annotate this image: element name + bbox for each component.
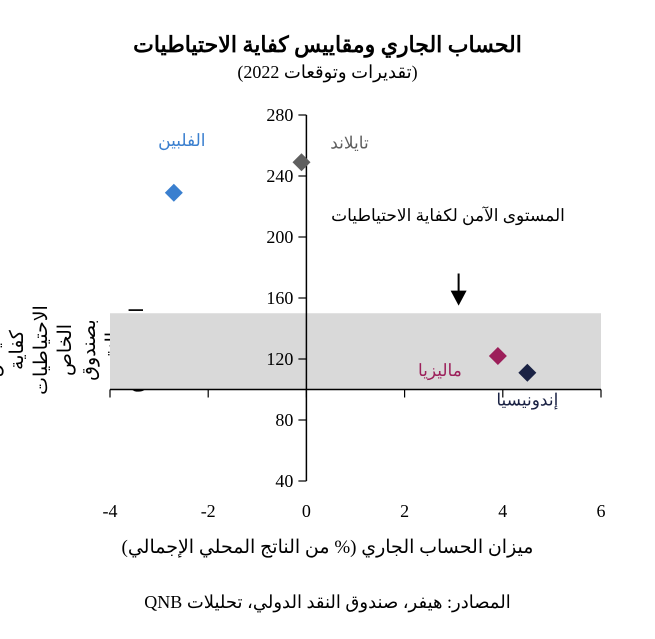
- x-tick-label: 0: [302, 501, 311, 521]
- data-point: [164, 183, 183, 202]
- x-axis-label: ميزان الحساب الجاري (% من الناتج المحلي …: [121, 537, 534, 558]
- data-point-label: الفلبين: [158, 131, 205, 151]
- x-tick-label: -2: [201, 501, 216, 521]
- safe-level-band: [110, 313, 601, 390]
- source-note: المصادر: هيفر، صندوق النقد الدولي، تحليل…: [144, 592, 511, 612]
- y-tick-label: 80: [275, 410, 293, 430]
- chart-subtitle: (تقديرات وتوقعات 2022): [237, 62, 418, 82]
- data-point: [488, 346, 507, 365]
- data-point-label: إندونيسيا: [496, 391, 558, 411]
- annotation-arrow-head: [450, 290, 467, 306]
- data-point: [292, 153, 311, 172]
- safe-level-annotation: المستوى الآمن لكفاية الاحتياطيات: [331, 206, 565, 226]
- data-point: [518, 363, 537, 382]
- data-point-label: ماليزيا: [418, 361, 462, 381]
- x-tick-label: -4: [103, 501, 118, 521]
- x-tick-label: 6: [597, 501, 606, 521]
- y-tick-label: 40: [275, 471, 293, 491]
- y-tick-label: 160: [266, 288, 293, 308]
- y-tick-label: 280: [266, 105, 293, 125]
- x-tick-label: 4: [498, 501, 507, 521]
- x-tick-label: 2: [400, 501, 409, 521]
- chart-title: الحساب الجاري ومقاييس كفاية الاحتياطيات: [133, 32, 522, 57]
- data-point-label: تايلاند: [330, 133, 369, 152]
- y-tick-label: 200: [266, 227, 293, 247]
- y-tick-label: 120: [266, 349, 293, 369]
- y-tick-label: 240: [266, 166, 293, 186]
